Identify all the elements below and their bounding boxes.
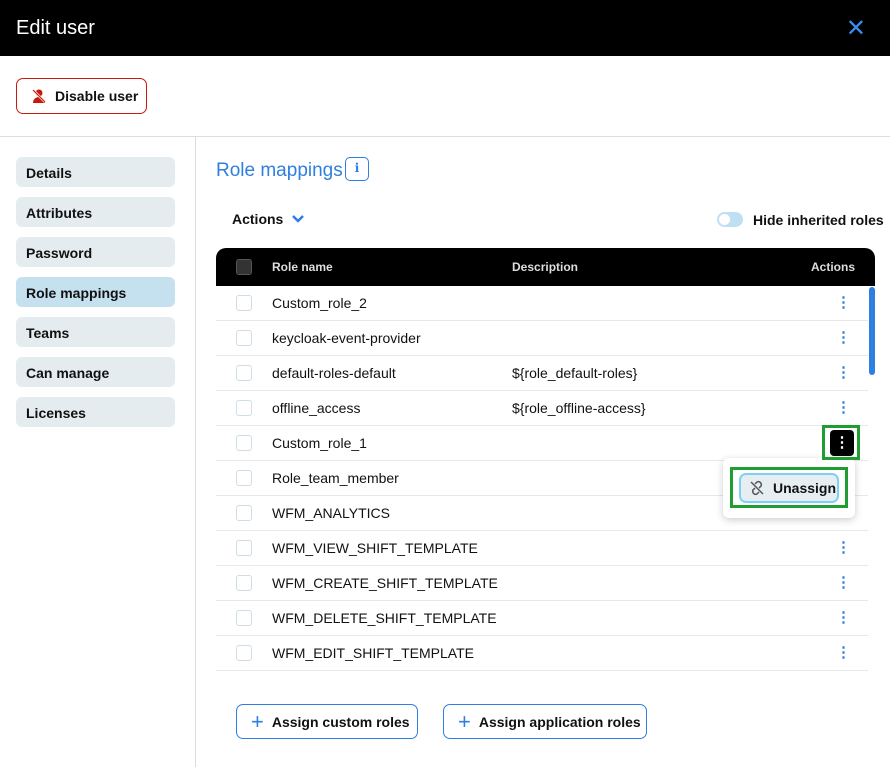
kebab-menu-icon[interactable]: ⋮: [830, 430, 854, 456]
row-checkbox[interactable]: [236, 295, 252, 311]
column-actions: Actions: [810, 260, 855, 274]
role-name: WFM_CREATE_SHIFT_TEMPLATE: [272, 575, 498, 591]
row-checkbox[interactable]: [236, 505, 252, 521]
role-description: ${role_offline-access}: [512, 400, 646, 416]
plus-icon: +: [458, 708, 471, 734]
role-name: Custom_role_1: [272, 435, 367, 451]
sidebar-item-can-manage[interactable]: Can manage: [16, 357, 175, 387]
table-row: WFM_DELETE_SHIFT_TEMPLATE ⋮: [216, 601, 868, 636]
highlight-box: [730, 467, 848, 508]
actions-label: Actions: [232, 211, 284, 227]
kebab-menu-icon[interactable]: ⋮: [836, 539, 851, 556]
role-name: WFM_DELETE_SHIFT_TEMPLATE: [272, 610, 497, 626]
role-name: default-roles-default: [272, 365, 396, 381]
row-checkbox[interactable]: [236, 435, 252, 451]
kebab-menu-icon[interactable]: ⋮: [836, 574, 851, 591]
row-checkbox[interactable]: [236, 540, 252, 556]
table-row: offline_access ${role_offline-access} ⋮: [216, 391, 868, 426]
sidebar-item-role-mappings[interactable]: Role mappings: [16, 277, 175, 307]
role-name: WFM_VIEW_SHIFT_TEMPLATE: [272, 540, 478, 556]
chevron-down-icon: [292, 215, 305, 223]
row-checkbox[interactable]: [236, 470, 252, 486]
column-description: Description: [512, 260, 579, 274]
row-checkbox[interactable]: [236, 575, 252, 591]
sidebar-item-attributes[interactable]: Attributes: [16, 197, 175, 227]
page-title: Role mappings: [216, 160, 343, 181]
divider: [195, 137, 196, 767]
kebab-menu-icon[interactable]: ⋮: [836, 364, 851, 381]
row-checkbox[interactable]: [236, 610, 252, 626]
row-checkbox[interactable]: [236, 365, 252, 381]
kebab-menu-icon[interactable]: ⋮: [836, 294, 851, 311]
modal-title: Edit user: [16, 17, 95, 39]
unassign-menu-item[interactable]: Unassign: [739, 473, 839, 503]
column-role-name: Role name: [272, 260, 333, 274]
sidebar-item-details[interactable]: Details: [16, 157, 175, 187]
table-row: WFM_ANALYTICS: [216, 496, 868, 531]
kebab-menu-icon[interactable]: ⋮: [836, 399, 851, 416]
table-row: WFM_EDIT_SHIFT_TEMPLATE ⋮: [216, 636, 868, 671]
close-icon[interactable]: ✕: [845, 15, 866, 42]
hide-inherited-label: Hide inherited roles: [753, 212, 884, 228]
table-row: default-roles-default ${role_default-rol…: [216, 356, 868, 391]
highlight-box: [822, 425, 860, 460]
user-slash-icon: [32, 89, 46, 103]
select-all-checkbox[interactable]: [236, 259, 252, 275]
row-checkbox[interactable]: [236, 400, 252, 416]
assign-custom-roles-label: Assign custom roles: [271, 713, 410, 730]
divider: [0, 136, 890, 137]
unlink-icon: [750, 480, 764, 496]
info-icon[interactable]: i: [345, 157, 369, 181]
table-row: WFM_CREATE_SHIFT_TEMPLATE ⋮: [216, 566, 868, 601]
kebab-menu-icon[interactable]: ⋮: [836, 609, 851, 626]
disable-user-button[interactable]: Disable user: [16, 78, 147, 114]
plus-icon: +: [251, 708, 264, 734]
scrollbar[interactable]: [869, 287, 875, 375]
sidebar-item-licenses[interactable]: Licenses: [16, 397, 175, 427]
role-name: WFM_ANALYTICS: [272, 505, 390, 521]
table-row: Custom_role_1 ⋮: [216, 426, 868, 461]
kebab-menu-icon[interactable]: ⋮: [836, 329, 851, 346]
row-checkbox[interactable]: [236, 330, 252, 346]
role-name: Custom_role_2: [272, 295, 367, 311]
table-row: keycloak-event-provider ⋮: [216, 321, 868, 356]
hide-inherited-toggle[interactable]: [717, 212, 743, 227]
modal-header: Edit user ✕: [0, 0, 890, 56]
row-checkbox[interactable]: [236, 645, 252, 661]
sidebar-item-password[interactable]: Password: [16, 237, 175, 267]
table-row: WFM_VIEW_SHIFT_TEMPLATE ⋮: [216, 531, 868, 566]
sidebar-item-teams[interactable]: Teams: [16, 317, 175, 347]
table-row: Custom_role_2 ⋮: [216, 286, 868, 321]
kebab-menu-icon[interactable]: ⋮: [836, 644, 851, 661]
actions-dropdown[interactable]: Actions: [232, 211, 305, 227]
assign-application-roles-label: Assign application roles: [478, 713, 641, 730]
role-description: ${role_default-roles}: [512, 365, 638, 381]
table-row: Role_team_member: [216, 461, 868, 496]
disable-user-label: Disable user: [55, 88, 139, 104]
role-name: WFM_EDIT_SHIFT_TEMPLATE: [272, 645, 474, 661]
role-name: offline_access: [272, 400, 361, 416]
unassign-label: Unassign: [773, 480, 837, 496]
role-name: keycloak-event-provider: [272, 330, 421, 346]
assign-custom-roles-button[interactable]: + Assign custom roles: [236, 704, 418, 739]
role-name: Role_team_member: [272, 470, 399, 486]
assign-application-roles-button[interactable]: + Assign application roles: [443, 704, 647, 739]
table-header: Role name Description Actions: [216, 248, 875, 286]
